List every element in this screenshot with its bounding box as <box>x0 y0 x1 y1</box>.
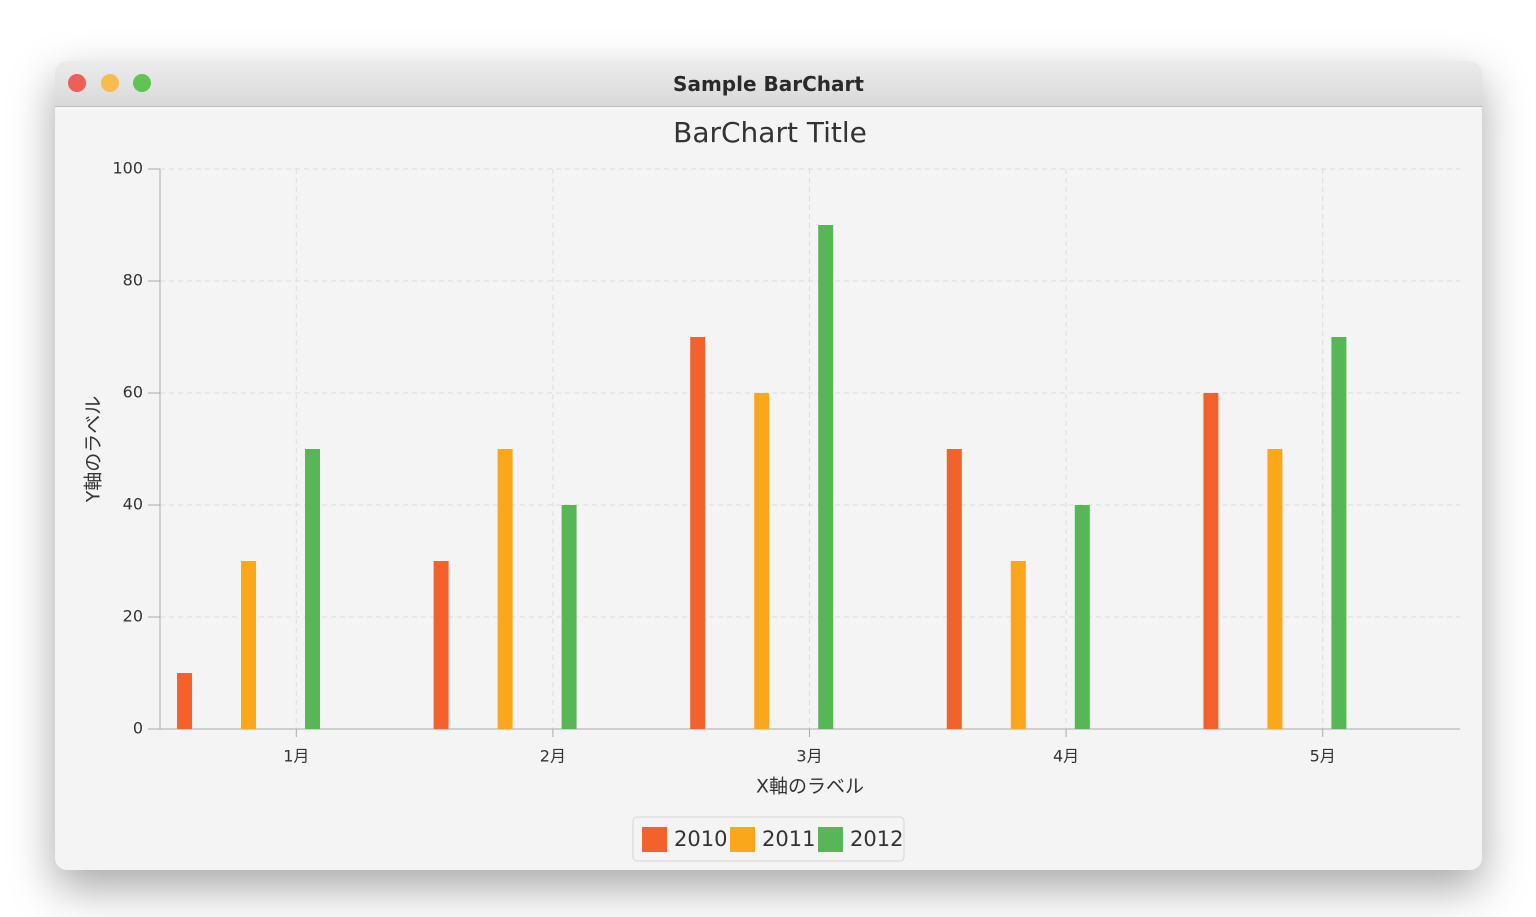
bar <box>241 561 256 729</box>
legend-swatch <box>642 827 667 852</box>
legend-label: 2012 <box>850 827 903 851</box>
y-tick-label: 60 <box>123 383 143 402</box>
y-tick-label: 20 <box>123 607 143 626</box>
bar <box>818 225 834 729</box>
bar <box>177 673 192 729</box>
bar <box>1074 505 1090 729</box>
legend-label: 2011 <box>762 827 815 851</box>
bar <box>1203 393 1219 729</box>
x-tick-label: 3月 <box>796 747 822 766</box>
bar <box>1010 561 1026 729</box>
chart-title: BarChart Title <box>673 116 867 149</box>
x-tick-label: 1月 <box>283 747 309 766</box>
x-tick-label: 2月 <box>540 747 566 766</box>
window: Sample BarChart <box>55 61 1482 870</box>
bar <box>754 393 770 729</box>
bar <box>1267 449 1283 729</box>
y-tick-label: 40 <box>123 495 143 514</box>
y-tick-label: 0 <box>133 719 143 738</box>
x-tick-label: 4月 <box>1053 747 1079 766</box>
bar <box>1331 337 1347 729</box>
legend-label: 2010 <box>674 827 727 851</box>
legend-swatch <box>730 827 755 852</box>
zoom-button[interactable] <box>133 74 151 92</box>
y-tick-label: 80 <box>123 271 143 290</box>
bar <box>561 505 577 729</box>
y-axis-label: Y軸のラベル <box>83 396 105 504</box>
bar <box>433 561 449 729</box>
close-button[interactable] <box>68 74 86 92</box>
window-title: Sample BarChart <box>673 72 864 96</box>
bar <box>497 449 513 729</box>
bar <box>690 337 706 729</box>
bar <box>305 449 320 729</box>
x-tick-label: 5月 <box>1310 747 1336 766</box>
minimize-button[interactable] <box>101 74 119 92</box>
title-bar: Sample BarChart <box>55 61 1482 107</box>
bar <box>946 449 962 729</box>
y-tick-label: 100 <box>112 159 143 178</box>
legend-swatch <box>818 827 843 852</box>
x-axis-label: X軸のラベル <box>756 776 864 798</box>
